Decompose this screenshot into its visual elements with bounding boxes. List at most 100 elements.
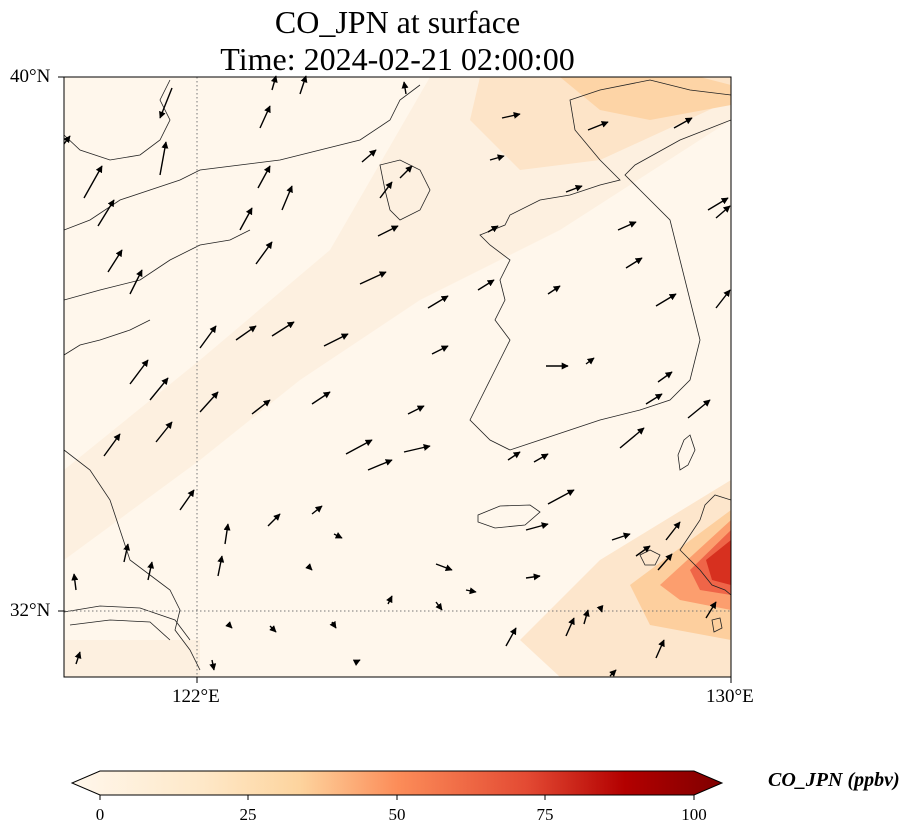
- wind-arrow: [251, 399, 271, 415]
- wind-arrow: [507, 451, 521, 461]
- wind-arrow: [705, 601, 717, 619]
- wind-arrow: [223, 523, 231, 545]
- wind-arrow: [71, 573, 79, 591]
- wind-arrow: [687, 399, 711, 419]
- wind-arrow: [159, 141, 169, 176]
- wind-arrow: [585, 357, 595, 365]
- colorbar-label: CO_JPN (ppbv): [768, 769, 900, 791]
- wind-arrow: [619, 427, 645, 449]
- colorbar-tick-100: 100: [681, 805, 707, 824]
- wind-arrow: [199, 325, 217, 349]
- wind-arrow: [257, 165, 271, 189]
- wind-arrow: [271, 321, 295, 337]
- wind-arrow: [533, 453, 549, 463]
- wind-arrow: [129, 359, 149, 385]
- colorbar: [70, 770, 724, 800]
- wind-arrow: [329, 620, 337, 629]
- wind-arrow: [489, 154, 505, 162]
- wind-arrow: [74, 651, 82, 665]
- concentration-field: [64, 77, 731, 677]
- wind-arrow: [501, 111, 521, 119]
- wind-arrow: [435, 601, 443, 611]
- coastlines: [64, 79, 731, 671]
- wind-arrow: [547, 285, 561, 295]
- wind-arrow: [707, 197, 729, 211]
- wind-arrow: [147, 561, 155, 581]
- wind-arrow: [311, 505, 323, 515]
- wind-vectors: [63, 75, 731, 677]
- wind-arrow: [645, 393, 663, 405]
- wind-arrow: [611, 532, 631, 541]
- wind-arrow: [401, 81, 409, 95]
- wind-arrow: [386, 595, 393, 605]
- wind-arrow: [259, 105, 271, 129]
- wind-arrow: [665, 521, 681, 541]
- wind-arrow: [255, 241, 273, 265]
- wind-arrow: [377, 225, 399, 237]
- wind-arrow: [345, 439, 373, 455]
- map-frame: [63, 76, 732, 678]
- wind-arrow: [596, 604, 604, 613]
- wind-arrow: [525, 573, 541, 581]
- wind-arrow: [270, 75, 278, 91]
- wind-arrow: [367, 459, 393, 471]
- wind-arrow: [333, 532, 343, 539]
- colorbar-tick-75: 75: [536, 805, 554, 824]
- wind-arrow: [547, 489, 575, 505]
- wind-arrow: [403, 444, 431, 453]
- wind-arrow: [129, 269, 143, 295]
- wind-arrow: [399, 165, 413, 179]
- wind-arrow: [565, 617, 575, 637]
- wind-arrow: [655, 293, 677, 307]
- wind-arrow: [235, 325, 257, 341]
- wind-arrow: [587, 121, 609, 131]
- wind-arrow: [225, 621, 233, 629]
- wind-arrow: [715, 289, 731, 309]
- map-title: CO_JPN at surface: [274, 4, 521, 40]
- wind-arrow: [655, 639, 665, 659]
- wind-arrow: [311, 391, 331, 405]
- wind-arrow: [487, 225, 499, 233]
- wind-arrow: [477, 279, 495, 291]
- wind-arrow: [715, 205, 731, 219]
- wind-arrow: [361, 149, 377, 163]
- wind-arrow: [407, 405, 425, 415]
- wind-arrow: [149, 377, 169, 401]
- wind-arrow: [179, 489, 195, 511]
- colorbar-tick-0: 0: [95, 805, 105, 824]
- wind-arrow: [657, 553, 673, 571]
- gridlines: [64, 77, 731, 677]
- wind-arrow: [431, 345, 449, 355]
- wind-arrow: [617, 221, 637, 231]
- wind-arrow: [199, 391, 219, 413]
- lon-tick-130e: 130°E: [706, 686, 754, 707]
- wind-arrow: [107, 249, 123, 273]
- wind-arrow: [525, 522, 549, 531]
- wind-arrow: [97, 199, 115, 227]
- wind-arrow: [267, 513, 281, 527]
- wind-arrow: [299, 75, 308, 95]
- wind-arrow: [635, 545, 651, 557]
- wind-arrow: [123, 543, 131, 563]
- wind-arrow: [103, 433, 121, 457]
- colorbar-tick-25: 25: [239, 805, 257, 824]
- wind-arrow: [359, 271, 387, 285]
- wind-arrow: [582, 609, 590, 625]
- wind-arrow: [217, 555, 225, 577]
- wind-arrow: [379, 181, 393, 199]
- wind-arrow: [269, 625, 277, 633]
- lat-tick-40n: 40°N: [10, 66, 51, 87]
- wind-arrow: [673, 117, 693, 129]
- wind-arrow: [565, 184, 583, 193]
- wind-arrow: [465, 587, 477, 595]
- wind-arrow: [352, 659, 361, 666]
- wind-arrow: [155, 421, 173, 443]
- wind-arrow: [427, 295, 449, 309]
- wind-arrow: [305, 563, 313, 571]
- wind-arrow: [63, 135, 71, 145]
- wind-arrow: [281, 185, 293, 211]
- colorbar-tick-50: 50: [388, 805, 406, 824]
- lat-tick-32n: 32°N: [10, 600, 51, 621]
- wind-arrow: [209, 659, 217, 671]
